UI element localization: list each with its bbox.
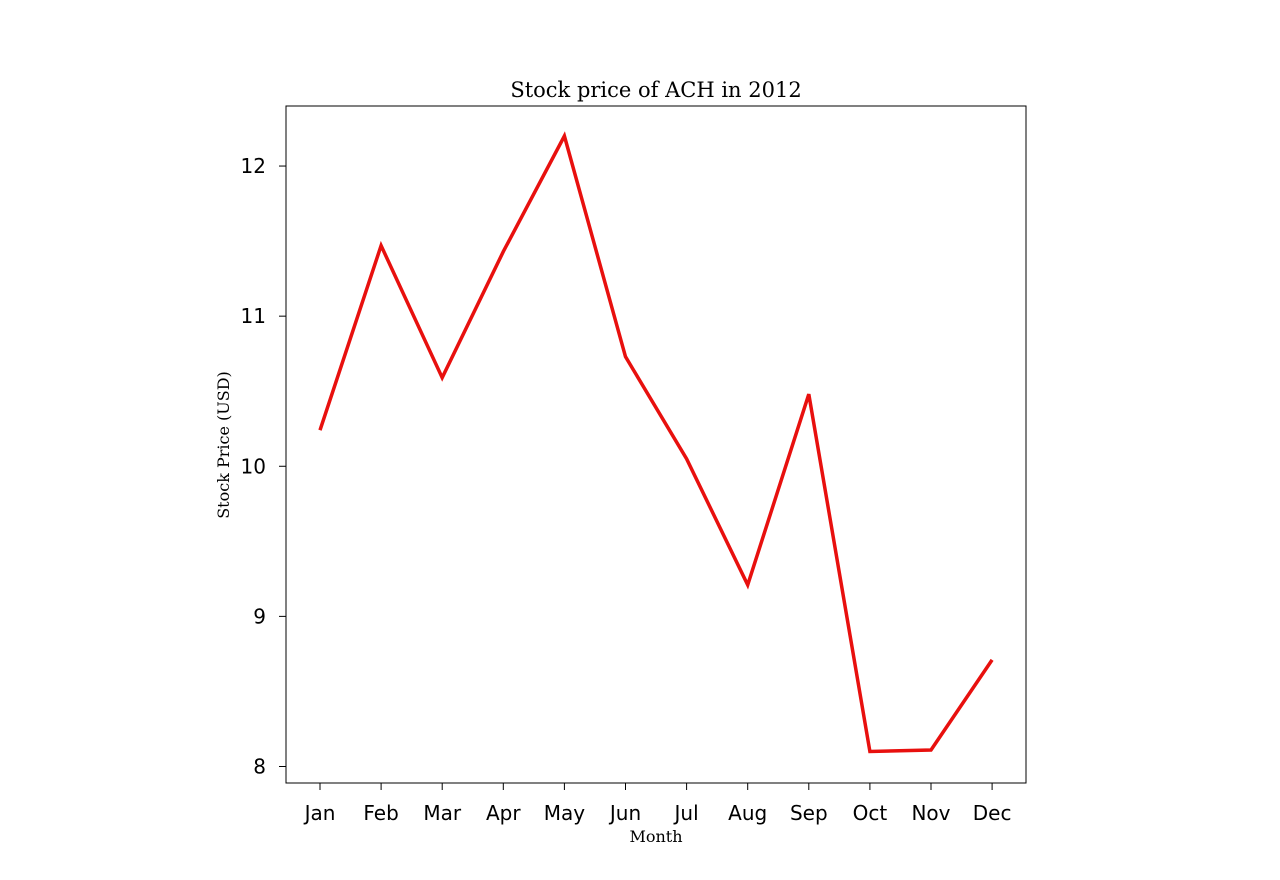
y-tick-label: 11: [241, 304, 266, 328]
x-tick-label: Mar: [423, 801, 462, 825]
series-line: [318, 131, 994, 754]
x-tick-label: Feb: [363, 801, 398, 825]
x-tick-label: Jan: [303, 801, 336, 825]
y-tick-label: 10: [241, 454, 266, 478]
x-axis-label: Month: [629, 827, 682, 846]
y-tick-label: 8: [253, 754, 266, 778]
axes-frame: [285, 105, 1027, 784]
x-tick-label: Oct: [853, 801, 888, 825]
x-tick-label: Nov: [911, 801, 950, 825]
y-axis-label: Stock Price (USD): [214, 371, 233, 519]
x-tick-label: Sep: [790, 801, 828, 825]
y-tick-label: 12: [241, 154, 266, 178]
x-tick-label: Jul: [673, 801, 699, 825]
x-tick-label: May: [544, 801, 586, 825]
x-tick-label: Jun: [608, 801, 641, 825]
x-tick-label: Aug: [728, 801, 767, 825]
x-tick-label: Apr: [486, 801, 521, 825]
x-tick-label: Dec: [973, 801, 1012, 825]
chart-title: Stock price of ACH in 2012: [510, 78, 801, 102]
y-tick-label: 9: [253, 604, 266, 628]
plot-area: 8 9 10 11 12 Jan Feb Mar Apr May Jun Jul Aug Sep Oct No…: [241, 105, 1027, 825]
